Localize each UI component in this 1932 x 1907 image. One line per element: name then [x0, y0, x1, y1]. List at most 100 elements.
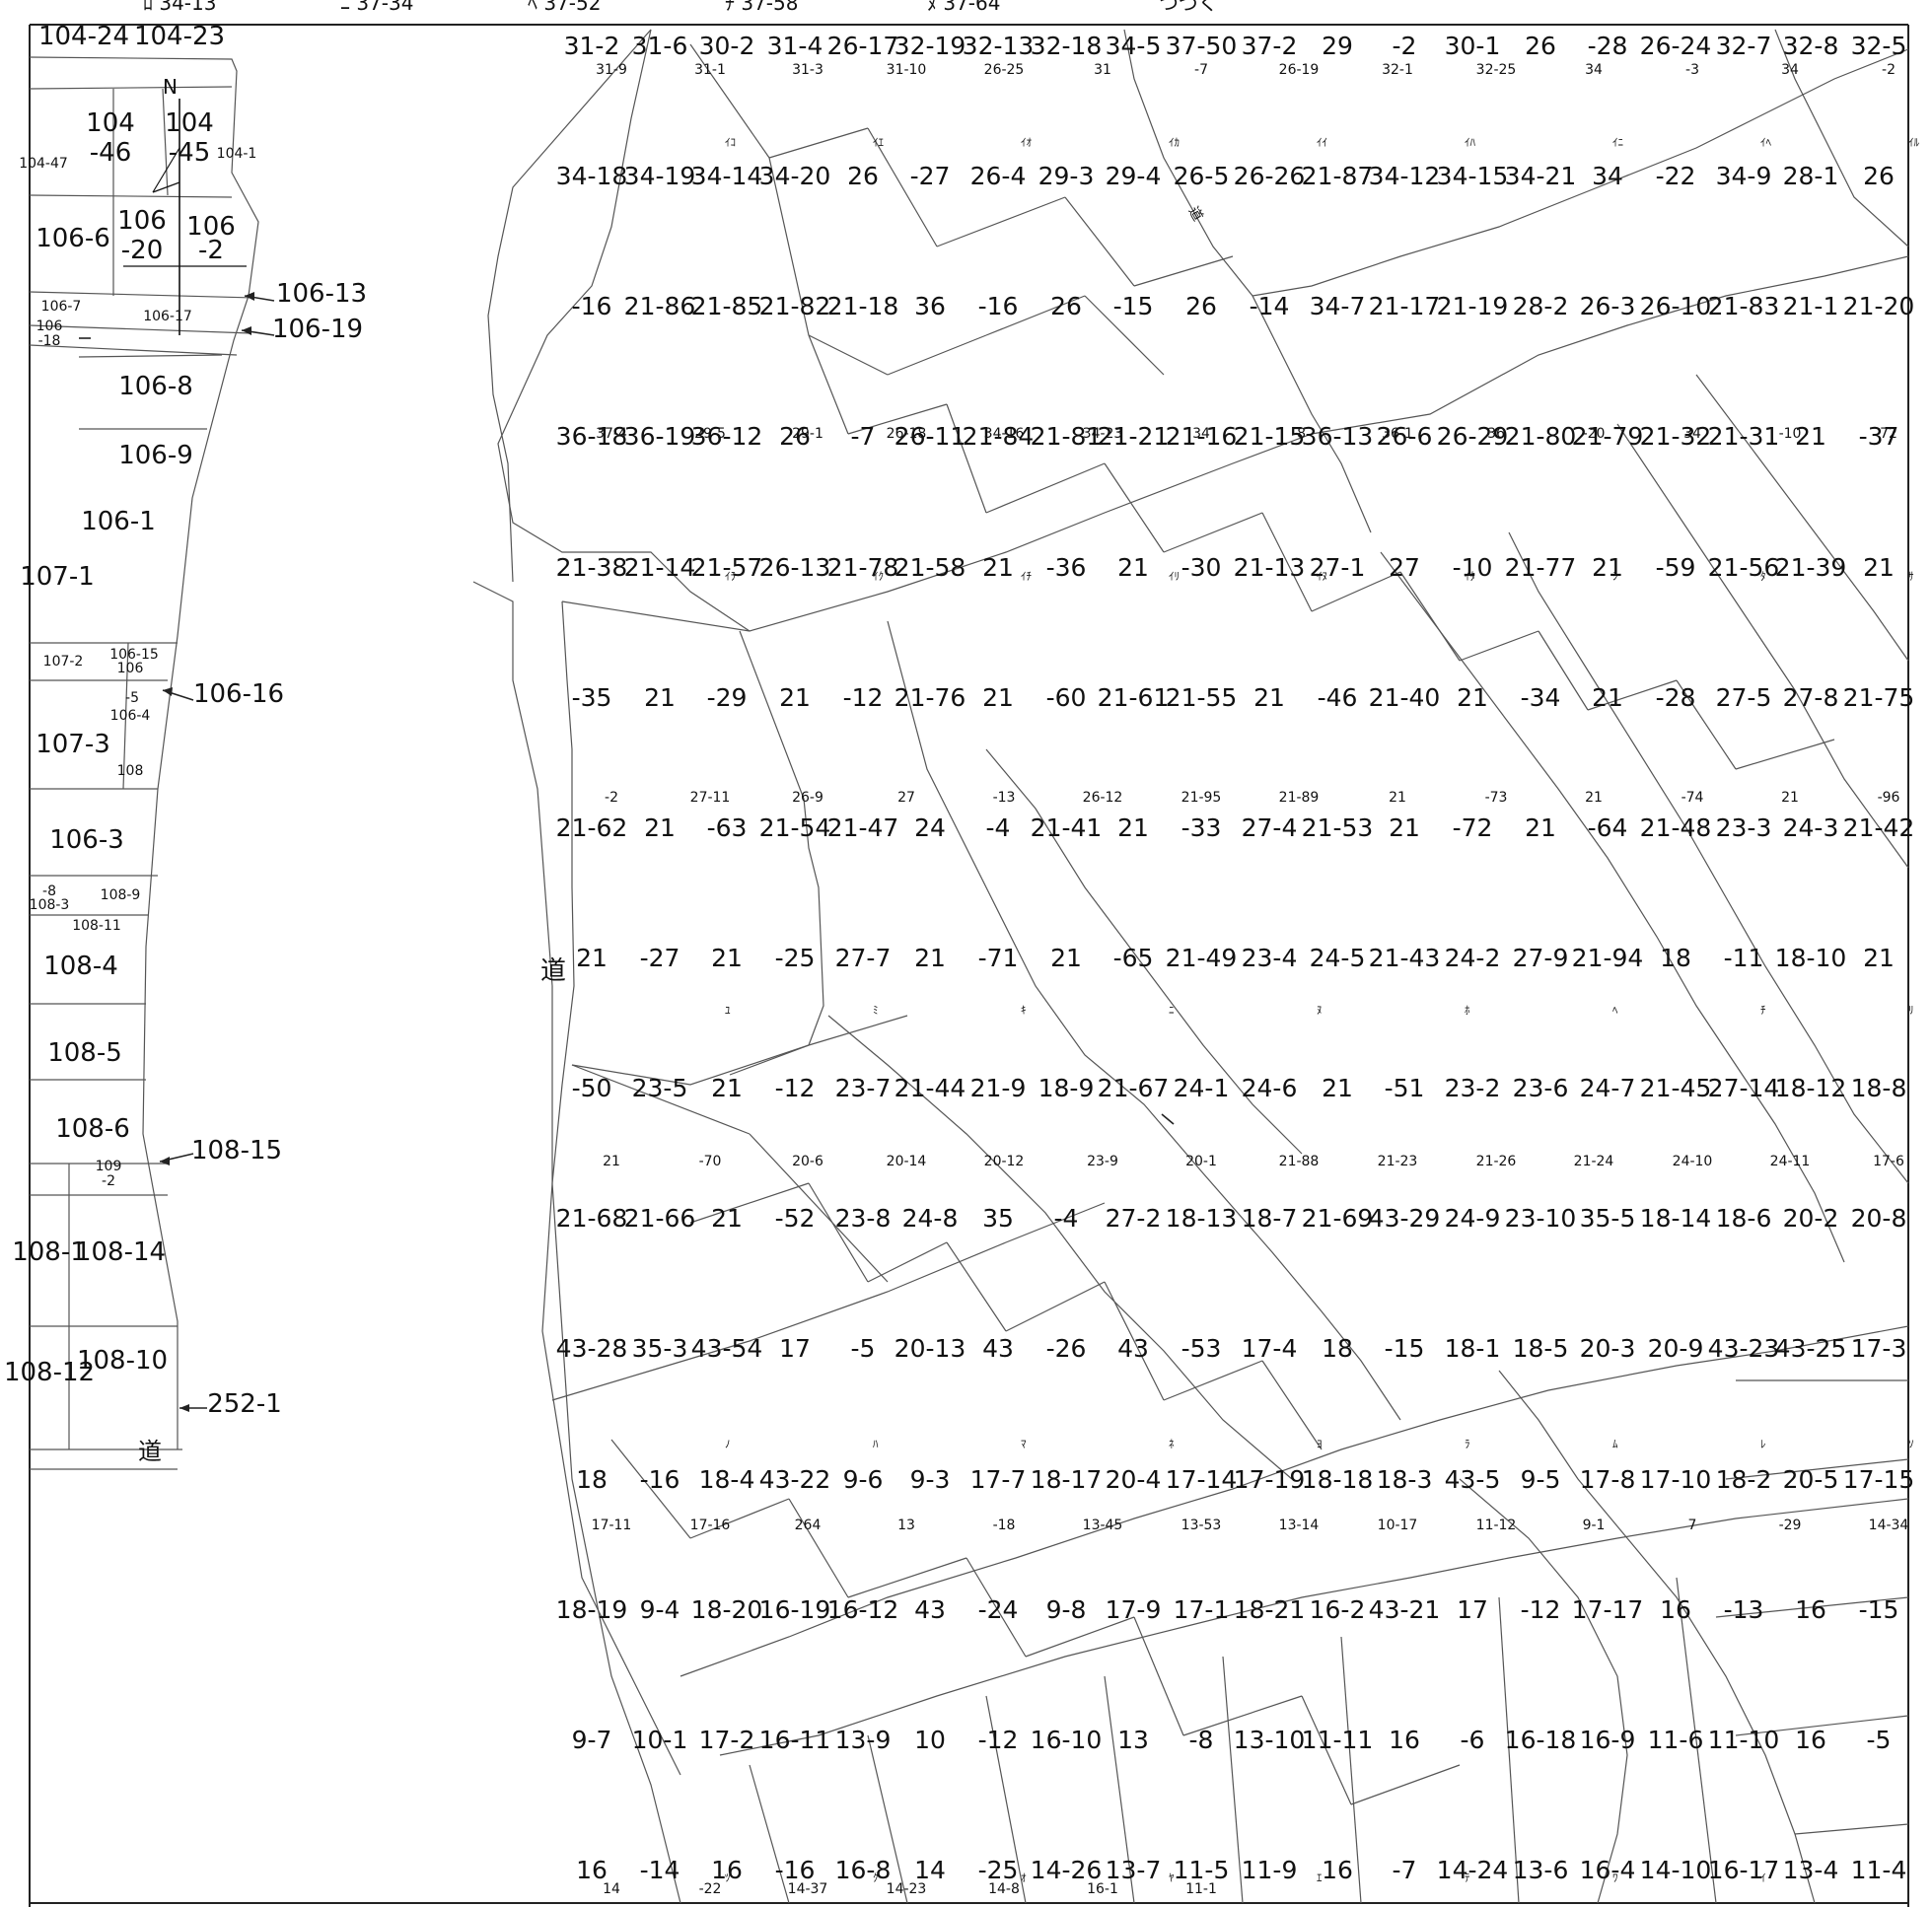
parcel-number-small: 21-24 [1574, 1154, 1614, 1169]
parcel-number: 14-10 [1640, 1856, 1712, 1884]
parcel-number: 30-1 [1445, 32, 1501, 60]
parcel-number: 106-9 [118, 441, 193, 470]
parcel-number: 26-4 [970, 162, 1027, 190]
road-label: 道 [540, 956, 566, 986]
parcel-number: 20-4 [1106, 1465, 1162, 1494]
parcel-number: 17-8 [1580, 1465, 1636, 1494]
north-label: N [163, 75, 178, 99]
parcel-number: -53 [1181, 1334, 1222, 1363]
boundary-mark: ﾍ [1612, 1004, 1618, 1017]
parcel-number: 106-16 [193, 679, 284, 709]
parcel-number: 21-14 [624, 553, 696, 582]
parcel-number: 26-29 [1437, 422, 1509, 451]
parcel-number: -64 [1588, 813, 1628, 842]
parcel-number: 21-58 [894, 553, 966, 582]
parcel-number-small: 106-7 [41, 299, 82, 315]
parcel-number: 21-48 [1640, 813, 1712, 842]
parcel-number: -28 [1588, 32, 1628, 60]
parcel-number: -59 [1656, 553, 1696, 582]
parcel-number: -34 [1521, 683, 1561, 712]
parcel-number: 36-19 [624, 422, 696, 451]
parcel-number: 18-13 [1166, 1204, 1238, 1233]
boundary-mark: ﾜ [1612, 1872, 1618, 1884]
parcel-number: 20-9 [1648, 1334, 1704, 1363]
parcel-number: 24-8 [902, 1204, 959, 1233]
parcel-number: 14-24 [1437, 1856, 1509, 1884]
parcel-number-small: 20-6 [792, 1154, 823, 1169]
parcel-number: 23-8 [835, 1204, 892, 1233]
parcel-number: 26-17 [827, 32, 899, 60]
parcel-number: -72 [1453, 813, 1493, 842]
parcel-number: 30-2 [699, 32, 755, 60]
parcel-number: -63 [707, 813, 748, 842]
parcel-number: 27-8 [1783, 683, 1839, 712]
parcel-number: 23-6 [1513, 1074, 1569, 1102]
parcel-number: 16 [1795, 1595, 1826, 1624]
parcel-number-small: 14 [603, 1881, 620, 1897]
parcel-number-small: 21-95 [1181, 790, 1222, 806]
parcel-number: -7 [851, 422, 876, 451]
boundary-mark: ｲﾆ [1612, 136, 1623, 149]
boundary-mark: ﾏ [1021, 1438, 1027, 1450]
parcel-number: 20-2 [1783, 1204, 1839, 1233]
parcel-number: 21-77 [1505, 553, 1577, 582]
parcel-number: 17-7 [970, 1465, 1027, 1494]
parcel-labels: 104-24 104-23104-46104-45106-6106-20106-2… [4, 22, 1914, 1884]
parcel-number-small: 24-11 [1770, 1154, 1811, 1169]
parcel-number: 21 [1592, 553, 1623, 582]
parcel-number: 252-1 [207, 1389, 282, 1419]
parcel-number: 17-15 [1843, 1465, 1915, 1494]
boundary-mark: ｲﾘ [1169, 570, 1180, 583]
parcel-number: -13 [1724, 1595, 1764, 1624]
parcel-number-small: 37-4 [596, 426, 627, 442]
parcel-number: -52 [775, 1204, 816, 1233]
parcel-number: 21-55 [1166, 683, 1238, 712]
parcel-number-small: 34 [1683, 426, 1701, 442]
parcel-number: 26 [1185, 292, 1217, 320]
parcel-number: 26 [847, 162, 879, 190]
parcel-number: 34-15 [1437, 162, 1509, 190]
parcel-number-small: 21-23 [1378, 1154, 1418, 1169]
parcel-number-small: 21-88 [1279, 1154, 1320, 1169]
parcel-number: 43 [982, 1334, 1014, 1363]
parcel-number: 26-10 [1640, 292, 1712, 320]
parcel-number-small: 31-9 [596, 62, 627, 78]
parcel-number: 35-5 [1580, 1204, 1636, 1233]
parcel-number: 104 [165, 108, 214, 138]
parcel-number: 11-5 [1174, 1856, 1230, 1884]
boundary-mark: ﾇ [1317, 1004, 1323, 1017]
parcel-number: 36-18 [556, 422, 628, 451]
north-arrow-icon: N [123, 75, 247, 335]
parcel-number: 20-8 [1851, 1204, 1907, 1233]
parcel-number: 26-3 [1580, 292, 1636, 320]
parcel-boundaries [29, 29, 1909, 1904]
parcel-number: -25 [775, 944, 816, 972]
parcel-number-small: -74 [1682, 790, 1704, 806]
parcel-number: 108-1 [12, 1237, 87, 1267]
legend-item: ﾇ 37-64 [927, 0, 1000, 15]
parcel-number: 18-2 [1716, 1465, 1772, 1494]
parcel-number: -12 [978, 1726, 1019, 1754]
parcel-number: 18-3 [1377, 1465, 1433, 1494]
parcel-number: 21-68 [556, 1204, 628, 1233]
parcel-number: 17-9 [1106, 1595, 1162, 1624]
parcel-number-small: 17-11 [592, 1518, 632, 1533]
parcel-number: 17-14 [1166, 1465, 1238, 1494]
parcel-number-small: 104-1 [217, 146, 257, 162]
parcel-number: 16 [576, 1856, 608, 1884]
parcel-number-small: 23-9 [1087, 1154, 1118, 1169]
legend-item: ﾛ 34-13 [143, 0, 216, 15]
parcel-number: 32-13 [963, 32, 1035, 60]
parcel-number: 18-19 [556, 1595, 628, 1624]
parcel-number-small: 31-1 [694, 62, 726, 78]
parcel-number-small: 31-3 [792, 62, 823, 78]
parcel-number: -26 [1046, 1334, 1087, 1363]
parcel-number-small: 109 [96, 1159, 122, 1174]
parcel-number: -5 [851, 1334, 876, 1363]
parcel-number: 18-14 [1640, 1204, 1712, 1233]
parcel-number: 21-47 [827, 813, 899, 842]
parcel-number: 29-3 [1038, 162, 1095, 190]
boundary-mark: ﾆ [1169, 1004, 1175, 1017]
parcel-number: 9-5 [1521, 1465, 1561, 1494]
boundary-mark: ﾊ [873, 1438, 879, 1450]
